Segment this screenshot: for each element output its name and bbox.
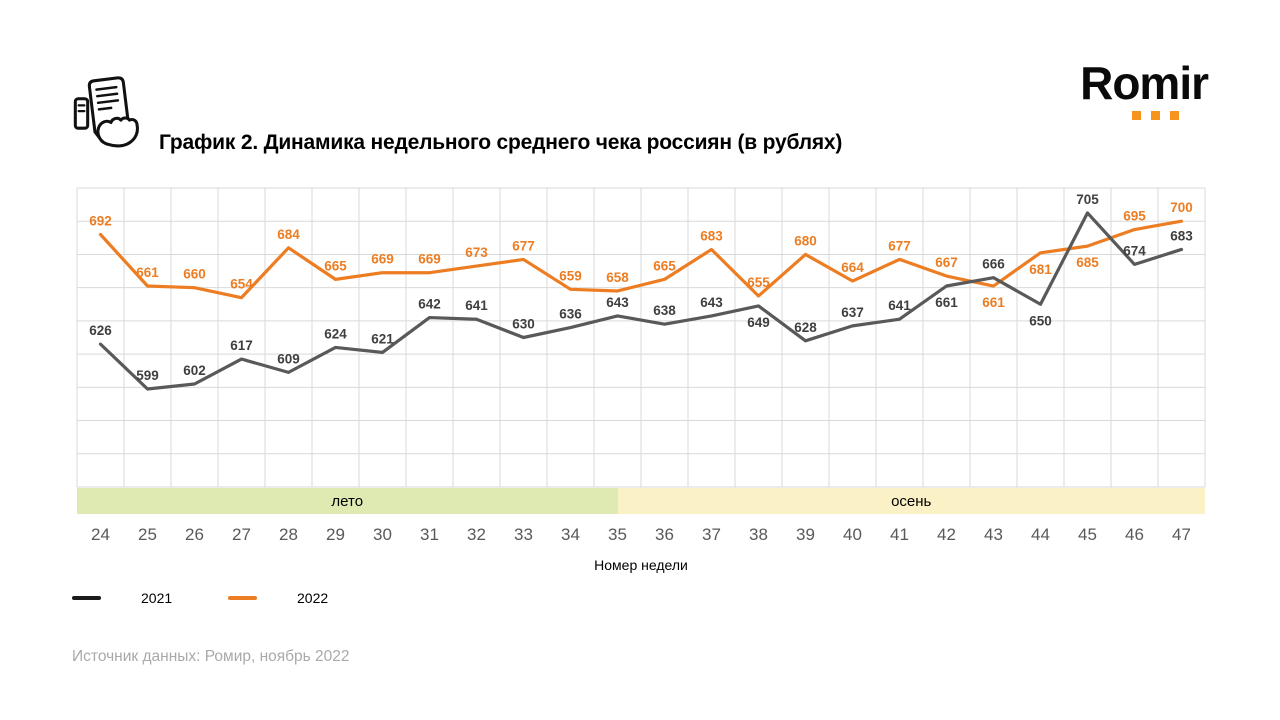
- week-tick: 25: [138, 525, 157, 544]
- receipt-in-hand-icon: [73, 76, 139, 148]
- season-bands: лето осень: [77, 488, 1205, 514]
- data-label-2022: 661: [136, 265, 159, 280]
- band-summer: лето: [77, 488, 618, 514]
- data-label-2021: 650: [1029, 313, 1052, 328]
- data-label-2021: 636: [559, 307, 582, 322]
- week-tick: 30: [373, 525, 392, 544]
- data-label-2021: 624: [324, 326, 347, 341]
- series-line-2021: [98, 211, 1184, 391]
- week-tick: 29: [326, 525, 345, 544]
- week-tick: 37: [702, 525, 721, 544]
- data-label-2022: 677: [888, 238, 911, 253]
- legend-swatch-2021: [72, 596, 101, 600]
- data-label-2021: 643: [606, 295, 629, 310]
- data-label-2021: 642: [418, 297, 441, 312]
- logo-dot: [1170, 111, 1180, 120]
- source-note: Источник данных: Ромир, ноябрь 2022: [72, 648, 350, 665]
- logo-dot: [1151, 111, 1161, 120]
- data-label-2022: 684: [277, 227, 300, 242]
- data-label-2021: 683: [1170, 228, 1193, 243]
- week-tick: 41: [890, 525, 909, 544]
- data-label-2022: 695: [1123, 209, 1146, 224]
- data-label-2021: 674: [1123, 243, 1146, 258]
- legend-swatch-2022: [228, 596, 257, 600]
- week-tick: 35: [608, 525, 627, 544]
- band-autumn-label: осень: [891, 492, 932, 510]
- band-summer-label: лето: [331, 492, 364, 510]
- week-tick: 33: [514, 525, 533, 544]
- data-label-2022: 680: [794, 233, 817, 248]
- week-tick: 24: [91, 525, 110, 544]
- data-label-2022: 660: [183, 267, 206, 282]
- week-tick: 38: [749, 525, 768, 544]
- data-label-2021: 602: [183, 363, 206, 378]
- week-tick: 31: [420, 525, 439, 544]
- data-label-2021: 637: [841, 305, 864, 320]
- data-label-2022: 681: [1029, 262, 1052, 277]
- legend-label-2021: 2021: [141, 590, 173, 606]
- data-label-2021: 628: [794, 320, 817, 335]
- week-tick: 43: [984, 525, 1003, 544]
- data-label-2022: 669: [418, 252, 441, 267]
- data-label-2022: 677: [512, 238, 535, 253]
- romir-logo-text: Romir: [1080, 57, 1209, 109]
- week-tick: 39: [796, 525, 815, 544]
- data-label-2021: 638: [653, 303, 676, 318]
- week-tick: 47: [1172, 525, 1191, 544]
- data-label-2022: 667: [935, 255, 958, 270]
- band-autumn: осень: [617, 488, 1205, 514]
- week-tick: 44: [1031, 525, 1050, 544]
- data-label-2021: 643: [700, 295, 723, 310]
- data-label-2022: 673: [465, 245, 488, 260]
- data-label-2021: 617: [230, 338, 253, 353]
- data-label-2021: 649: [747, 315, 770, 330]
- plot-svg: 626 599 602 617 609 624 621 642 641 630 636 643 638 6…: [76, 187, 1206, 488]
- logo-dot: [1132, 111, 1142, 120]
- week-tick: 46: [1125, 525, 1144, 544]
- data-label-2022: 685: [1076, 255, 1099, 270]
- legend-label-2022: 2022: [297, 590, 329, 606]
- legend-item-2021: 2021: [72, 590, 172, 606]
- romir-logo: Romir: [1080, 57, 1209, 124]
- week-tick: 27: [232, 525, 251, 544]
- data-label-2021: 609: [277, 351, 300, 366]
- data-label-2022: 659: [559, 268, 582, 283]
- data-label-2021: 626: [89, 323, 112, 338]
- legend-item-2022: 2022: [228, 590, 328, 606]
- data-label-2021: 599: [136, 368, 159, 383]
- week-tick: 34: [561, 525, 580, 544]
- data-label-2022: 658: [606, 270, 629, 285]
- data-label-2021: 666: [982, 257, 1005, 272]
- data-label-2022: 665: [324, 258, 347, 273]
- data-label-2021: 630: [512, 317, 535, 332]
- data-label-2021: 621: [371, 331, 394, 346]
- week-axis: 24 25 26 27 28 29 30 31 32 33 34 35 36 37 38 39 40 41 42 43…: [77, 525, 1205, 545]
- romir-logo-dots: [1132, 111, 1180, 120]
- week-tick: 45: [1078, 525, 1097, 544]
- chart-title: График 2. Динамика недельного среднего ч…: [159, 131, 843, 154]
- data-label-2021: 641: [888, 298, 911, 313]
- data-label-2022: 683: [700, 228, 723, 243]
- week-tick: 28: [279, 525, 298, 544]
- data-label-2021: 641: [465, 298, 488, 313]
- week-tick: 40: [843, 525, 862, 544]
- week-tick: 32: [467, 525, 486, 544]
- grid: [76, 187, 1206, 488]
- data-label-2022: 654: [230, 277, 253, 292]
- data-label-2022: 692: [89, 214, 112, 229]
- data-label-2022: 665: [653, 258, 676, 273]
- x-axis-title: Номер недели: [594, 557, 688, 573]
- data-label-2022: 664: [841, 260, 864, 275]
- data-label-2021: 661: [935, 295, 958, 310]
- data-label-2022: 669: [371, 252, 394, 267]
- week-tick: 26: [185, 525, 204, 544]
- data-label-2022: 661: [982, 295, 1005, 310]
- data-label-2022: 700: [1170, 200, 1193, 215]
- week-tick: 36: [655, 525, 674, 544]
- week-tick: 42: [937, 525, 956, 544]
- data-label-2021: 705: [1076, 192, 1099, 207]
- data-label-2022: 655: [747, 275, 770, 290]
